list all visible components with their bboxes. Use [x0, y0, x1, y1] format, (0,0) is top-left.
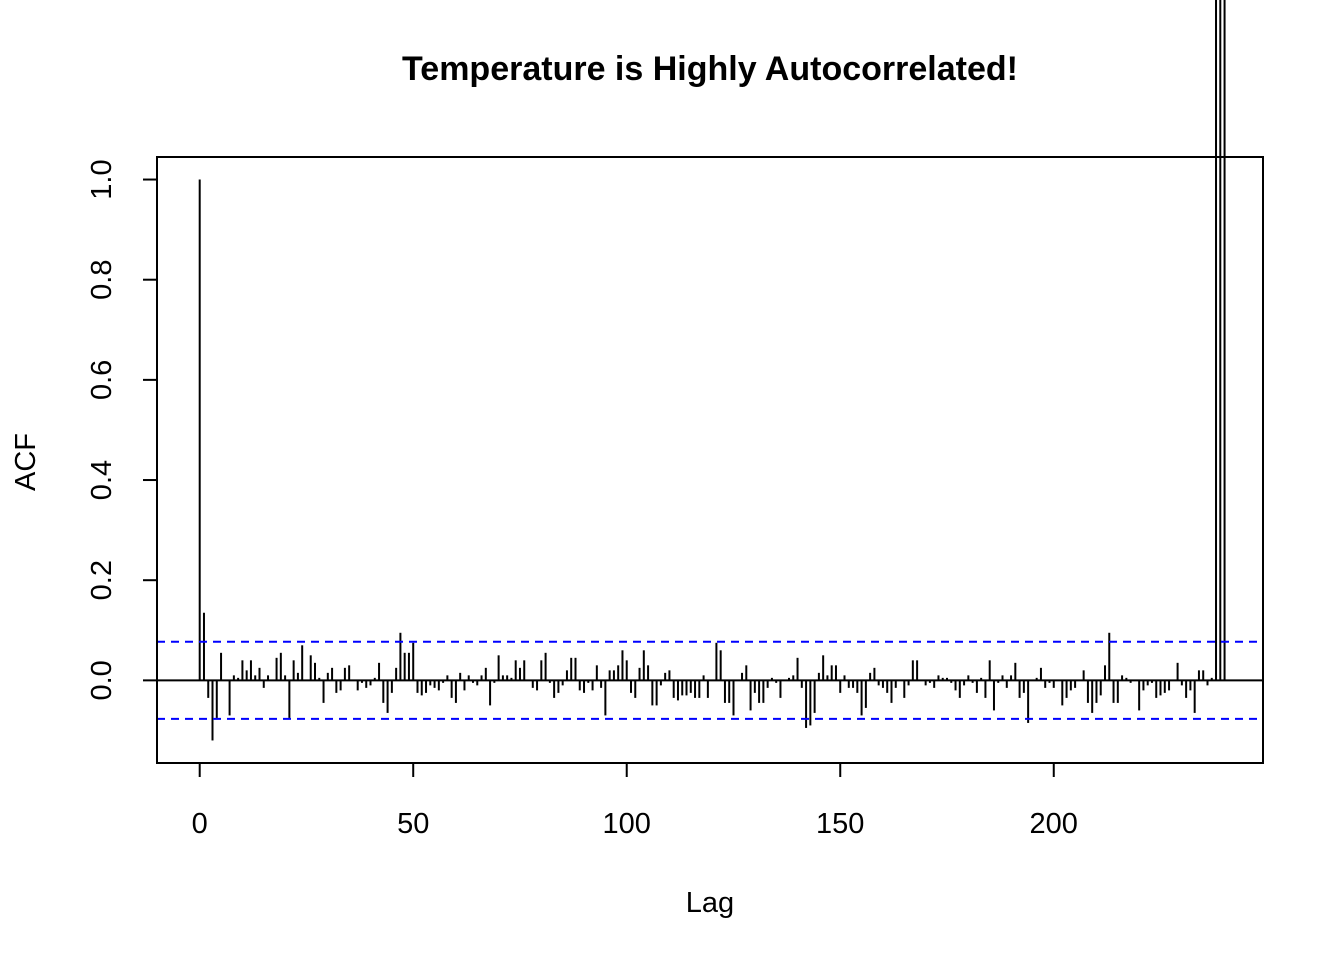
x-axis-label: Lag — [686, 887, 734, 919]
x-tick-label: 200 — [1030, 808, 1078, 840]
y-tick-label: 0.4 — [86, 460, 118, 500]
y-tick-label: 0.2 — [86, 560, 118, 600]
confidence-bounds — [157, 640, 1263, 720]
chart-title: Temperature is Highly Autocorrelated! — [402, 50, 1018, 88]
x-axis: 0 50 100 150 200 — [192, 762, 1078, 840]
x-tick-label: 0 — [192, 808, 208, 840]
y-axis-label: ACF — [10, 433, 42, 491]
y-tick-label: 0.8 — [86, 260, 118, 300]
y-axis: 0.0 0.2 0.4 0.6 0.8 1.0 — [86, 159, 158, 701]
x-tick-label: 100 — [603, 808, 651, 840]
y-tick-label: 1.0 — [86, 159, 118, 199]
y-tick-label: 0.0 — [86, 660, 118, 700]
acf-bars — [198, 0, 1226, 741]
plot-frame — [156, 156, 1264, 764]
x-tick-label: 50 — [397, 808, 429, 840]
y-tick-label: 0.6 — [86, 360, 118, 400]
x-tick-label: 150 — [816, 808, 864, 840]
